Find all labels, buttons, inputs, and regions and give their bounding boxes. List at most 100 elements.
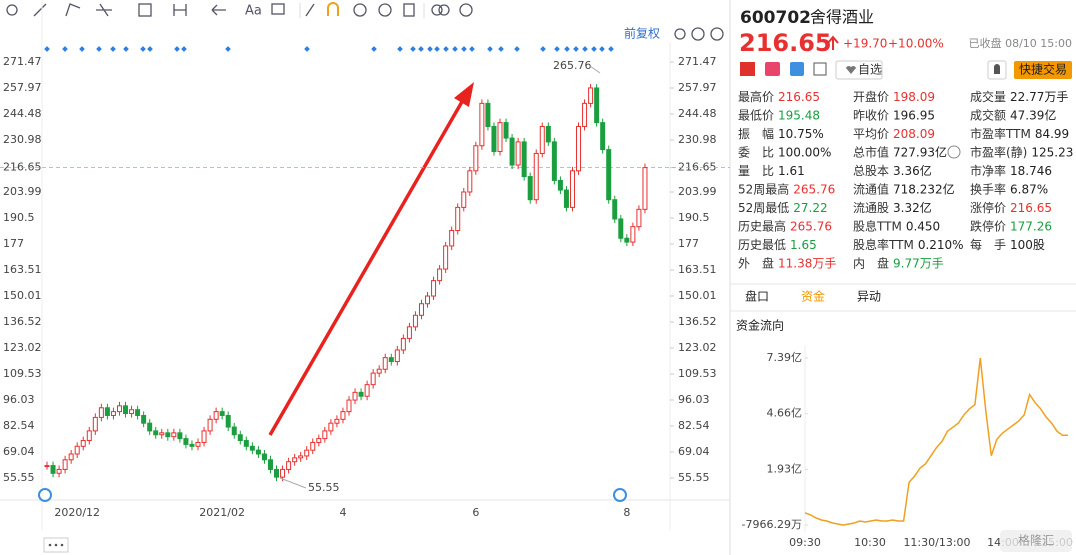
font-button[interactable]: Aa — [245, 4, 262, 19]
candle — [129, 409, 135, 415]
fib-tool[interactable] — [96, 3, 112, 17]
candle — [358, 391, 364, 397]
range-tool[interactable] — [173, 4, 187, 16]
x-tick-label: 2021/02 — [199, 506, 245, 519]
low-leader — [279, 477, 307, 489]
candle — [159, 432, 165, 436]
candle — [153, 430, 159, 436]
tag-icon — [790, 62, 804, 76]
event-dot[interactable] — [514, 46, 520, 52]
y-tick-label: 190.5 — [3, 211, 35, 224]
tab[interactable]: 盘口 — [745, 289, 769, 304]
tab[interactable]: 资金 — [801, 289, 825, 304]
annotation-arrow-head — [454, 82, 474, 107]
candle — [50, 465, 56, 474]
change: +19.70 — [843, 37, 887, 51]
candle — [636, 208, 642, 228]
event-dot[interactable] — [540, 46, 546, 52]
zoom-out[interactable] — [691, 27, 705, 41]
compare-tool[interactable] — [431, 4, 443, 16]
dot — [48, 543, 52, 547]
stat-value: 47.39亿 — [1010, 107, 1056, 122]
candle — [394, 349, 400, 363]
candle — [334, 418, 340, 424]
stat: 平均价 208.09 — [853, 127, 935, 141]
hide-tool[interactable] — [378, 3, 392, 17]
lock-tool[interactable] — [353, 3, 367, 17]
measure-tool[interactable] — [138, 3, 152, 17]
y-tick-label: 82.54 — [3, 419, 35, 432]
stat-value: 1.61 — [778, 164, 805, 178]
event-marker[interactable] — [613, 488, 627, 502]
candle — [261, 453, 267, 461]
candle — [582, 102, 588, 127]
candle — [569, 170, 575, 208]
y-tick-label: 150.01 — [3, 289, 42, 302]
candle — [237, 434, 243, 442]
event-marker[interactable] — [38, 488, 52, 502]
candle — [267, 459, 273, 470]
y-tick-label: 69.04 — [3, 445, 35, 458]
delete-tool[interactable] — [403, 3, 415, 17]
y-tick-label: 82.54 — [678, 419, 710, 432]
y-tick-label: 123.02 — [678, 341, 717, 354]
compare-tool[interactable] — [438, 4, 450, 16]
candle — [485, 102, 491, 127]
candle — [479, 102, 485, 147]
y-tick-label: 271.47 — [3, 55, 42, 68]
candle — [255, 449, 261, 455]
watch-button[interactable] — [835, 60, 883, 80]
event-dot[interactable] — [608, 46, 614, 52]
candle — [74, 445, 80, 455]
candle — [576, 125, 582, 172]
line-tool[interactable] — [33, 3, 47, 17]
y-tick-label: 109.53 — [678, 367, 717, 380]
event-dot[interactable] — [554, 46, 560, 52]
zoom-in[interactable] — [710, 27, 724, 41]
stat: 历史最低 1.65 — [738, 238, 817, 252]
candle — [177, 432, 183, 440]
cursor-tool[interactable] — [6, 4, 18, 16]
event-dot[interactable] — [573, 46, 579, 52]
stat-value: 195.48 — [778, 108, 820, 122]
y-tick-label: -7966.29万 — [742, 518, 802, 531]
event-dot[interactable] — [582, 46, 588, 52]
watermark: 格隆汇 — [1018, 533, 1054, 548]
stat-label: 外 盘 — [738, 255, 774, 270]
candle — [557, 179, 563, 191]
y-tick-label: 163.51 — [3, 263, 42, 276]
stat: 市净率 18.746 — [970, 163, 1052, 178]
poly-tool[interactable] — [65, 3, 81, 17]
y-tick-label: 96.03 — [678, 393, 710, 406]
stat-value: 0.210% — [918, 238, 964, 252]
event-dot[interactable] — [564, 46, 570, 52]
reset-button[interactable] — [674, 28, 686, 40]
adjust-button[interactable]: 前复权 — [624, 26, 660, 41]
pen-tool[interactable] — [305, 3, 315, 17]
candle — [618, 218, 624, 239]
stat-value: 10.75% — [778, 127, 824, 141]
event-dot[interactable] — [599, 46, 605, 52]
candle — [328, 422, 334, 432]
event-dot[interactable] — [591, 46, 597, 52]
candle — [207, 418, 213, 432]
stat-value: 196.95 — [893, 108, 935, 122]
stat: 历史最高 265.76 — [738, 218, 832, 233]
back-tool[interactable] — [211, 4, 226, 16]
y-tick-label: 203.99 — [3, 185, 42, 198]
info-icon[interactable] — [947, 145, 961, 159]
magnet-tool[interactable] — [327, 2, 339, 16]
trade-button[interactable] — [1014, 61, 1072, 79]
settings-tool[interactable] — [459, 3, 473, 17]
y-tick-label: 177 — [3, 237, 24, 250]
stat-value: 718.232亿 — [893, 181, 955, 196]
tab[interactable]: 异动 — [857, 290, 881, 304]
x-tick-label: 2020/12 — [54, 506, 100, 519]
stat: 最高价 216.65 — [738, 89, 820, 104]
candle — [135, 409, 141, 416]
note-tool[interactable] — [271, 3, 285, 15]
stat-label: 股息TTM — [853, 218, 902, 233]
candle — [165, 432, 171, 438]
doc-icon[interactable] — [813, 62, 827, 76]
